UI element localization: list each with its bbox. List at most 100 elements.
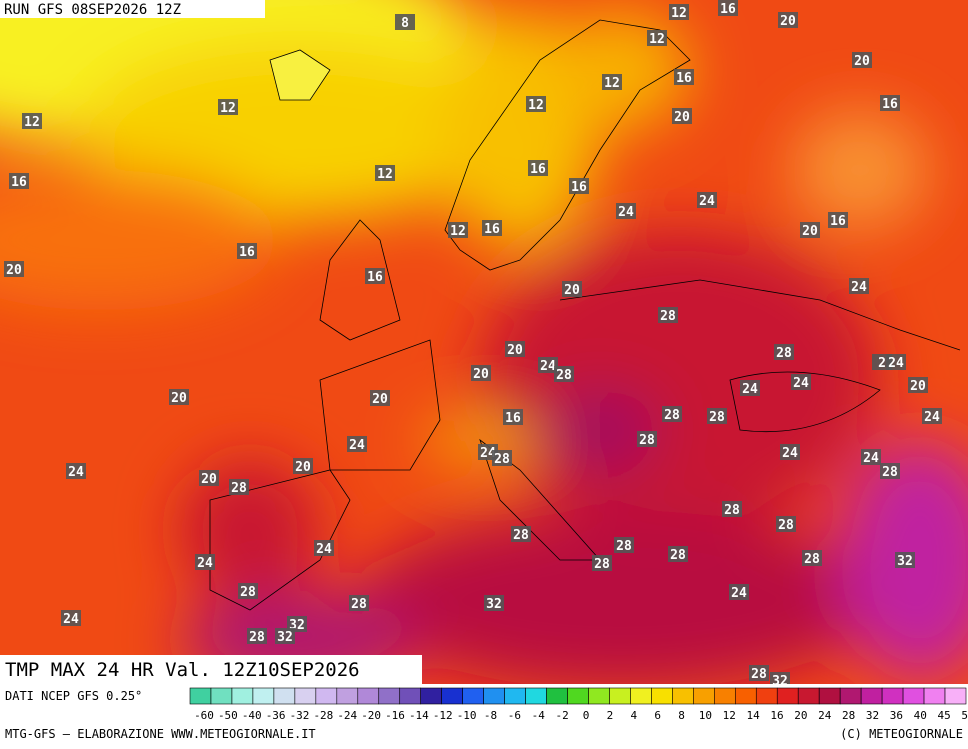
- temp-label: 28: [804, 552, 820, 567]
- scale-label: -20: [361, 709, 381, 722]
- scale-swatch: [734, 687, 757, 705]
- label-box: [791, 374, 811, 390]
- label-box: [66, 463, 86, 479]
- label-box: [229, 479, 249, 495]
- map: [0, 0, 968, 690]
- scale-swatch: [378, 687, 401, 705]
- scale-swatch: [483, 687, 505, 705]
- run-label: RUN GFS 08SEP2026 12Z: [4, 2, 181, 18]
- scale-label: -6: [508, 709, 521, 722]
- scale-swatch: [567, 687, 589, 705]
- scale-swatch: [315, 687, 338, 705]
- source: DATI NCEP GFS 0.25°: [5, 689, 142, 703]
- label-box: [484, 595, 504, 611]
- temp-label: 20: [171, 391, 187, 406]
- label-box: [922, 408, 942, 424]
- temp-label: 20: [473, 367, 489, 382]
- scale-swatch: [210, 687, 233, 705]
- scale-swatch: [231, 687, 254, 705]
- scale-swatch: [693, 687, 715, 705]
- scale-swatch: [336, 687, 359, 705]
- temp-label: 16: [571, 180, 587, 195]
- temp-label: 12: [671, 6, 687, 21]
- label-box: [471, 365, 491, 381]
- label-box: [365, 268, 385, 284]
- label-box: [503, 409, 523, 425]
- scale-swatch: [818, 687, 841, 705]
- title-box: [0, 655, 422, 684]
- temp-label: 28: [639, 433, 655, 448]
- label-box: [238, 583, 258, 599]
- label-box: [707, 408, 727, 424]
- scale-swatch: [357, 687, 380, 705]
- label-box: [774, 344, 794, 360]
- temp-label: 16: [882, 97, 898, 112]
- scale-swatch: [588, 687, 610, 705]
- scale-swatch: [923, 687, 946, 705]
- scale-swatch: [399, 687, 422, 705]
- label-box: [697, 192, 717, 208]
- scale-label: -10: [457, 709, 477, 722]
- label-box: [347, 436, 367, 452]
- temp-label: 24: [851, 280, 867, 295]
- scale-swatch: [776, 687, 799, 705]
- label-box: [616, 203, 636, 219]
- temp-label: 12: [377, 167, 393, 182]
- label-box: [293, 458, 313, 474]
- temp-label: 28: [776, 346, 792, 361]
- scale-swatch: [504, 687, 526, 705]
- temp-label: 28: [882, 465, 898, 480]
- label-box: [4, 261, 24, 277]
- temp-label: 24: [699, 194, 715, 209]
- scale-label: -24: [337, 709, 357, 722]
- label-box: [9, 173, 29, 189]
- temp-label: 12: [220, 101, 236, 116]
- temp-label: 20: [6, 263, 22, 278]
- label-box: [672, 108, 692, 124]
- scale-label: 4: [630, 709, 637, 722]
- temp-label: 28: [660, 309, 676, 324]
- scale-label: -12: [433, 709, 453, 722]
- temp-label: 20: [674, 110, 690, 125]
- label-box: [349, 595, 369, 611]
- temp-label: 28: [670, 548, 686, 563]
- map-title: TMP MAX 24 HR Val. 12Z10SEP2026: [5, 659, 360, 681]
- temp-label: 20: [802, 224, 818, 239]
- temp-label: 28: [231, 481, 247, 496]
- scale-label: -14: [409, 709, 429, 722]
- scale-swatch: [630, 687, 652, 705]
- temp-label: 28: [616, 539, 632, 554]
- scale-label: 40: [914, 709, 927, 722]
- scale-swatch: [294, 687, 317, 705]
- scale-label: 10: [699, 709, 712, 722]
- temp-label: 20: [295, 460, 311, 475]
- label-box: [169, 389, 189, 405]
- label-box: [375, 165, 395, 181]
- label-box: [908, 377, 928, 393]
- label-box: [749, 665, 769, 681]
- temp-label: 16: [530, 162, 546, 177]
- scale-label: -2: [556, 709, 569, 722]
- temp-label: 32: [277, 630, 293, 645]
- label-box: [800, 222, 820, 238]
- label-box: [554, 366, 574, 382]
- temp-label: 24: [731, 586, 747, 601]
- scale-label: -60: [194, 709, 214, 722]
- label-box: [740, 380, 760, 396]
- scale-label: -36: [266, 709, 286, 722]
- label-box: [511, 526, 531, 542]
- scale-label: 36: [890, 709, 903, 722]
- temp-label: 20: [854, 54, 870, 69]
- temp-label: 12: [528, 98, 544, 113]
- temp-label: 20: [564, 283, 580, 298]
- scale-swatch: [755, 687, 778, 705]
- temp-label: 16: [484, 222, 500, 237]
- temp-label: 24: [863, 451, 879, 466]
- temp-label: 28: [351, 597, 367, 612]
- label-box: [505, 341, 525, 357]
- label-box: [718, 0, 738, 16]
- temp-label: 8: [401, 16, 409, 31]
- temp-label: 28: [240, 585, 256, 600]
- label-box: [880, 463, 900, 479]
- label-box: [538, 357, 558, 373]
